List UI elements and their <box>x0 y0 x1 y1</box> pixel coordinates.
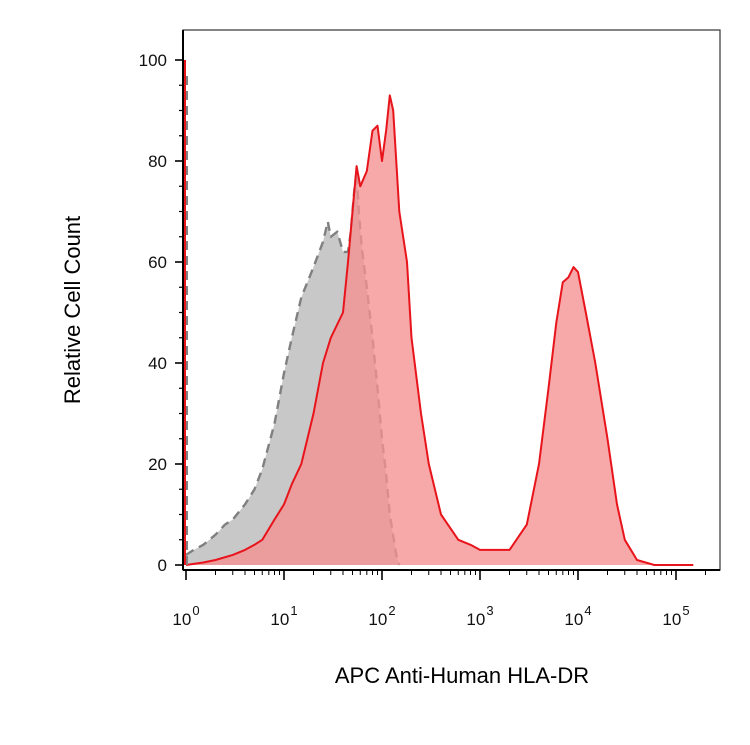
series-2-fill <box>186 95 694 566</box>
series-2-line <box>185 94 694 566</box>
x-axis-title: APC Anti-Human HLA-DR <box>335 663 589 688</box>
x-tick-label: 100 <box>172 603 199 629</box>
y-tick-label: 80 <box>148 152 167 171</box>
y-tick-label: 0 <box>158 556 167 575</box>
x-tick-label: 102 <box>368 603 395 629</box>
y-tick-label: 100 <box>139 51 167 70</box>
x-tick-label: 105 <box>662 603 689 629</box>
x-tick-label: 104 <box>564 603 591 629</box>
y-tick-label: 20 <box>148 455 167 474</box>
plot-area <box>183 60 694 566</box>
y-axis-title: Relative Cell Count <box>60 216 85 404</box>
y-tick-label: 40 <box>148 354 167 373</box>
axes: 0 20 40 60 80 100 100 101 102 103 104 105 <box>139 30 720 629</box>
y-tick-label: 60 <box>148 253 167 272</box>
x-tick-label: 103 <box>466 603 493 629</box>
x-tick-label: 101 <box>270 603 297 629</box>
